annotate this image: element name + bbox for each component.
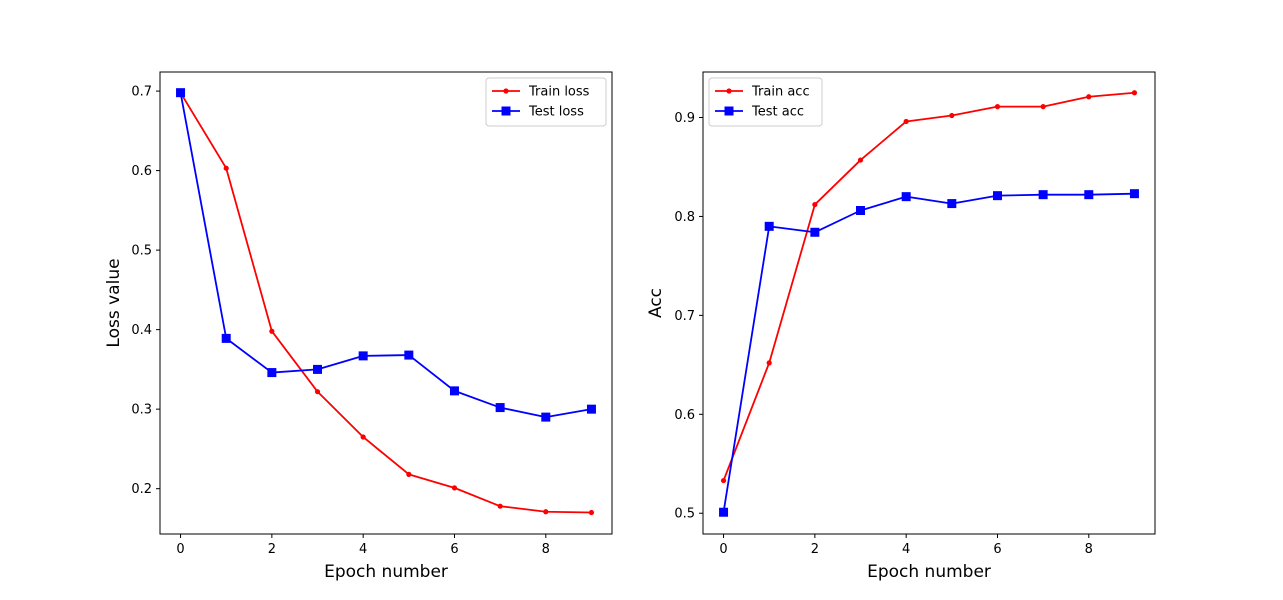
data-point-train-loss [406, 471, 412, 477]
series-line-test-acc [722, 192, 1135, 513]
data-point-test-acc [719, 507, 729, 517]
series-line-train-loss [179, 92, 592, 514]
y-tick-label: 0.9 [674, 111, 695, 126]
data-point-train-acc [1131, 90, 1138, 96]
chart-panel-1: 0 2 4 6 8 0.2 0.3 0.4 0.5 0.6 0.7 Epoch number Loss … [104, 71, 613, 582]
data-point-test-acc [901, 192, 911, 202]
legend-box [708, 77, 823, 127]
y-tick-label: 0.5 [131, 244, 152, 259]
plot-frame [159, 71, 613, 535]
data-point-train-acc [720, 477, 727, 484]
data-point-train-acc [903, 118, 909, 125]
data-point-test-loss [313, 364, 323, 374]
data-point-train-loss [588, 509, 595, 516]
legend-label-test-loss: Test loss [528, 105, 584, 120]
data-point-test-acc [1038, 190, 1048, 200]
data-point-train-loss [223, 165, 229, 171]
y-tick-label: 0.6 [674, 408, 695, 423]
legend-marker-train-acc [726, 88, 732, 94]
x-tick-label: 0 [176, 542, 184, 557]
y-tick-label: 0.6 [131, 164, 152, 179]
chart-panel-2: 0 2 4 6 8 0.5 0.6 0.7 0.8 0.9 Epoch number Acc Train… [646, 71, 1156, 582]
legend-marker-test-acc [724, 106, 734, 116]
legend-box [485, 77, 607, 127]
y-tick-label: 0.4 [131, 323, 152, 338]
x-tick-label: 6 [993, 542, 1001, 557]
data-point-test-loss [449, 386, 459, 396]
legend-label-train-acc: Train acc [751, 85, 810, 100]
legend-marker-train-loss [503, 88, 509, 94]
y-tick-label: 0.8 [674, 210, 695, 225]
data-point-train-acc [949, 112, 955, 119]
x-tick-label: 6 [450, 542, 458, 557]
legend-marker-test-loss [501, 106, 511, 116]
y-tick-label: 0.7 [674, 309, 695, 324]
x-tick-label: 8 [542, 542, 550, 557]
data-point-train-loss [314, 389, 321, 395]
data-point-test-acc [1129, 189, 1139, 199]
y-axis-label: Loss value [104, 258, 124, 347]
data-point-test-acc [947, 199, 957, 209]
data-point-train-acc [766, 360, 772, 366]
x-axis-label: Epoch number [867, 562, 991, 582]
series-line-train-acc [722, 91, 1135, 481]
series-line-test-loss [179, 92, 592, 419]
data-point-test-loss [358, 351, 368, 361]
x-axis-label: Epoch number [324, 562, 448, 582]
data-point-train-loss [497, 503, 503, 509]
x-tick-label: 0 [719, 542, 727, 557]
data-point-train-acc [1040, 104, 1046, 110]
y-axis-label: Acc [646, 288, 666, 318]
data-point-train-acc [857, 157, 864, 163]
data-point-test-loss [586, 404, 596, 414]
legend-label-test-acc: Test acc [751, 105, 804, 120]
x-tick-label: 8 [1085, 542, 1093, 557]
data-point-test-acc [1084, 190, 1094, 200]
y-tick-label: 0.5 [674, 507, 695, 522]
y-tick-label: 0.2 [131, 482, 152, 497]
data-point-test-loss [541, 412, 551, 422]
plot-frame [702, 71, 1156, 535]
data-point-test-loss [404, 350, 414, 360]
legend: Train loss Test loss [485, 77, 607, 127]
x-tick-label: 4 [359, 542, 367, 557]
data-point-test-loss [221, 333, 231, 343]
data-point-train-acc [812, 201, 818, 208]
data-point-train-acc [994, 104, 1001, 110]
data-point-train-loss [269, 328, 275, 334]
y-tick-label: 0.3 [131, 403, 152, 418]
data-point-test-loss [176, 88, 186, 98]
x-tick-label: 2 [811, 542, 819, 557]
legend-label-train-loss: Train loss [528, 85, 590, 100]
y-tick-label: 0.7 [131, 85, 152, 100]
legend: Train acc Test acc [708, 77, 823, 127]
data-point-test-acc [764, 221, 774, 231]
data-point-train-loss [360, 434, 366, 440]
data-point-train-loss [451, 485, 458, 491]
data-point-train-acc [1086, 94, 1092, 100]
data-point-test-loss [495, 403, 505, 413]
data-point-test-acc [810, 227, 820, 237]
data-point-train-loss [543, 509, 549, 515]
data-point-test-acc [992, 191, 1002, 201]
x-tick-label: 4 [902, 542, 910, 557]
x-tick-label: 2 [268, 542, 276, 557]
data-point-test-loss [267, 368, 277, 378]
data-point-test-acc [856, 206, 866, 216]
